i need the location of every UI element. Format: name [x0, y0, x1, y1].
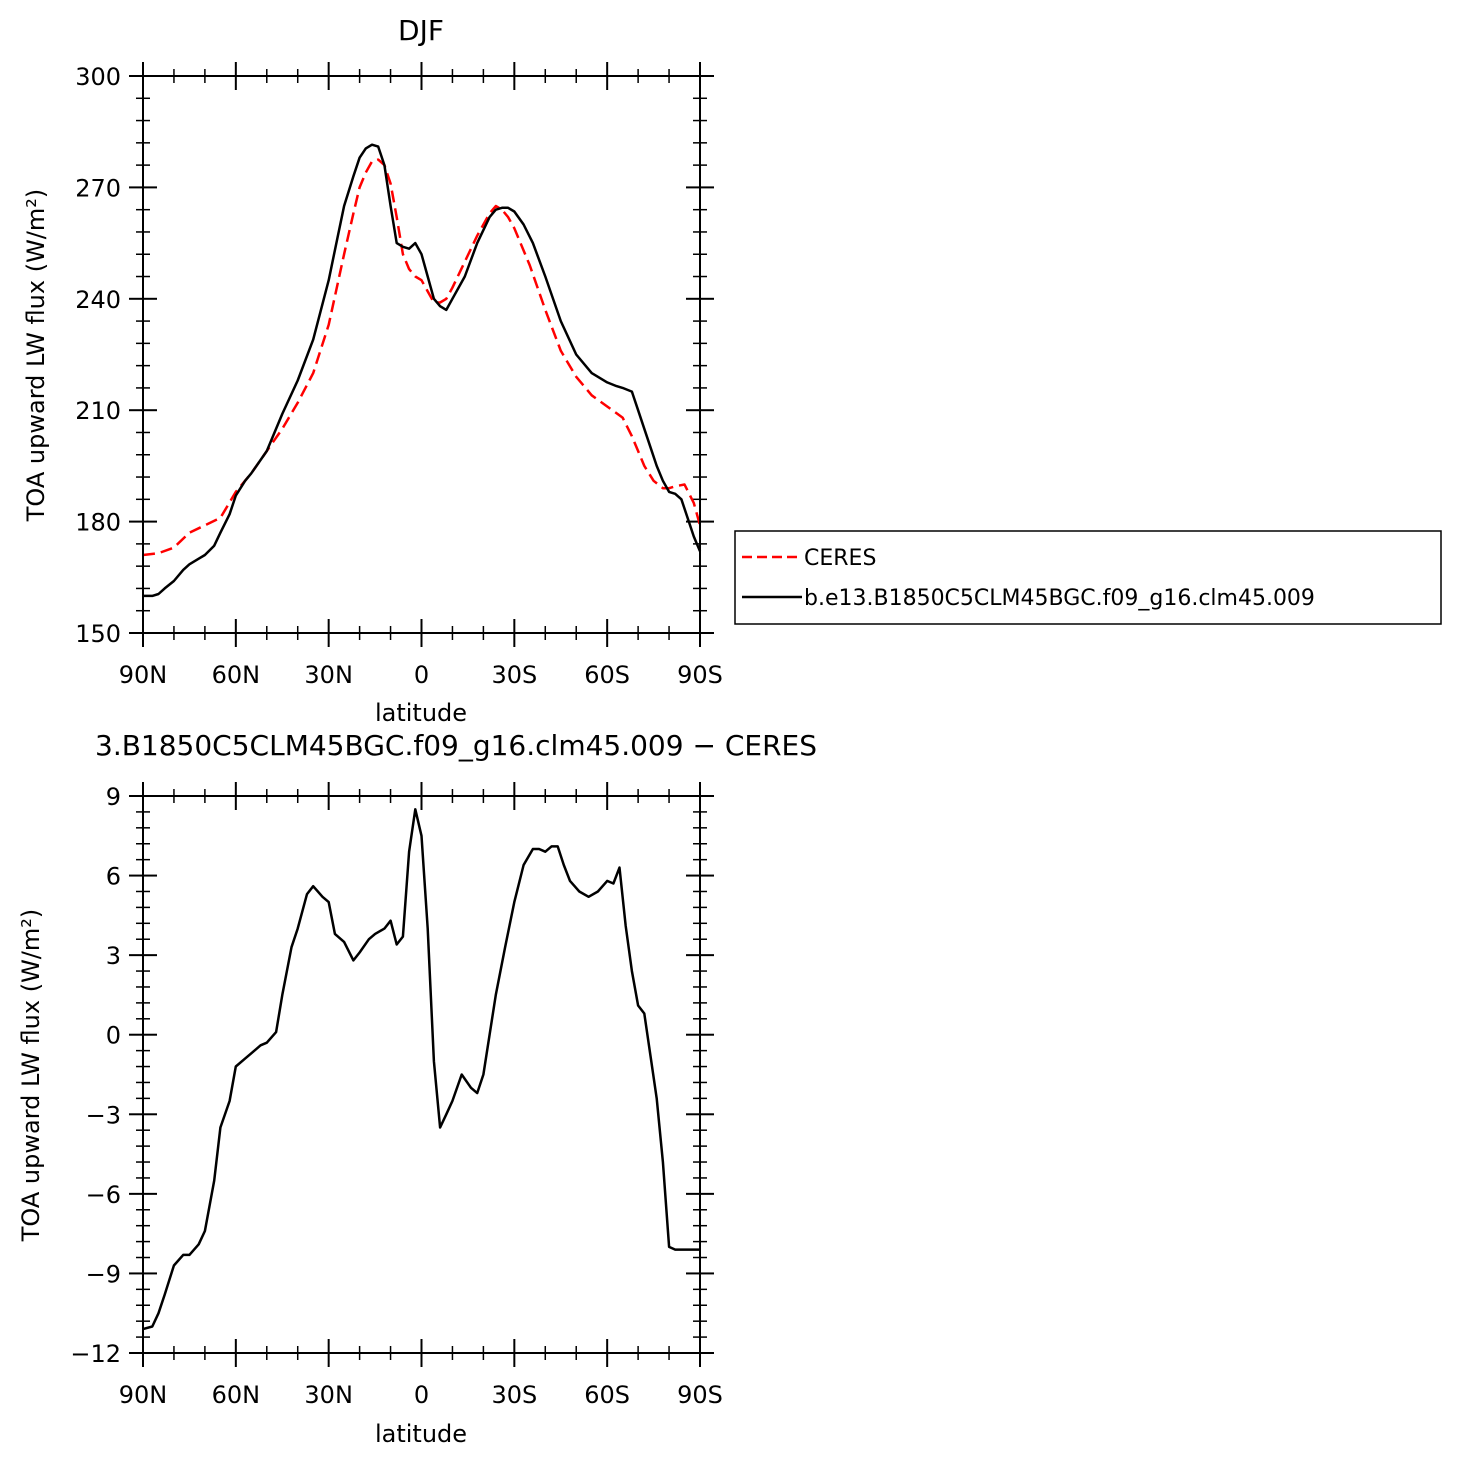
bottom-panel-title: 3.B1850C5CLM45BGC.f09_g16.clm45.009 − CE… [95, 729, 817, 762]
top-x-tick-label: 30N [304, 661, 353, 689]
top-y-tick-labels: 150 180 210 240 270 300 [75, 63, 121, 648]
bottom-plot-frame [142, 795, 701, 1354]
bot-y-tick-label: 6 [106, 863, 121, 891]
top-x-tick-label: 0 [414, 661, 429, 689]
bottom-tick-marks [129, 782, 714, 1367]
top-y-tick-label: 300 [75, 63, 121, 91]
bot-x-tick-label: 60N [212, 1381, 261, 1409]
top-x-tick-label: 60N [212, 661, 261, 689]
bot-y-tick-label: 9 [106, 783, 121, 811]
bottom-panel: 3.B1850C5CLM45BGC.f09_g16.clm45.009 − CE… [17, 729, 817, 1448]
bottom-series-lines [142, 808, 700, 1331]
top-x-tick-labels: 90N 60N 30N 0 30S 60S 90S [119, 661, 723, 689]
top-plot-frame [142, 75, 701, 634]
top-tick-marks [129, 62, 714, 647]
bot-x-tick-label: 90N [119, 1381, 168, 1409]
top-y-tick-label: 150 [75, 620, 121, 648]
bot-x-tick-label: 30N [304, 1381, 353, 1409]
bot-y-tick-label: −12 [70, 1340, 121, 1368]
bottom-x-tick-labels: 90N 60N 30N 0 30S 60S 90S [119, 1381, 723, 1409]
top-y-tick-label: 240 [75, 286, 121, 314]
legend-box [734, 530, 1442, 625]
top-y-axis-label: TOA upward LW flux (W/m²) [22, 189, 50, 523]
top-y-tick-label: 210 [75, 397, 121, 425]
bot-y-tick-label: 3 [106, 942, 121, 970]
top-x-tick-label: 90N [119, 661, 168, 689]
legend-label-ceres: CERES [804, 546, 876, 571]
bottom-x-axis-label: latitude [375, 1420, 467, 1448]
top-series-line-0 [142, 158, 702, 557]
bottom-y-tick-labels: −12 −9 −6 −3 0 3 6 9 [70, 783, 121, 1368]
bot-x-tick-label: 0 [414, 1381, 429, 1409]
bot-y-tick-label: −3 [86, 1101, 121, 1129]
legend-label-model: b.e13.B1850C5CLM45BGC.f09_g16.clm45.009 [804, 586, 1315, 611]
top-panel-title: DJF [398, 14, 444, 47]
bottom-y-axis-label: TOA upward LW flux (W/m²) [17, 909, 45, 1243]
top-y-tick-label: 180 [75, 509, 121, 537]
bot-x-tick-label: 90S [677, 1381, 723, 1409]
bot-x-tick-label: 30S [491, 1381, 537, 1409]
bot-y-tick-label: −9 [86, 1260, 121, 1288]
legend: CERES b.e13.B1850C5CLM45BGC.f09_g16.clm4… [734, 530, 1442, 625]
top-x-tick-label: 30S [491, 661, 537, 689]
bot-y-tick-label: 0 [106, 1022, 121, 1050]
top-x-axis-label: latitude [375, 699, 467, 727]
top-series-line-1 [143, 143, 702, 598]
top-series-lines [142, 143, 702, 598]
bot-y-tick-label: −6 [86, 1181, 121, 1209]
top-y-tick-label: 270 [75, 174, 121, 202]
top-x-tick-label: 90S [677, 661, 723, 689]
bot-series-line-0 [142, 808, 700, 1331]
bot-x-tick-label: 60S [584, 1381, 630, 1409]
top-x-tick-label: 60S [584, 661, 630, 689]
